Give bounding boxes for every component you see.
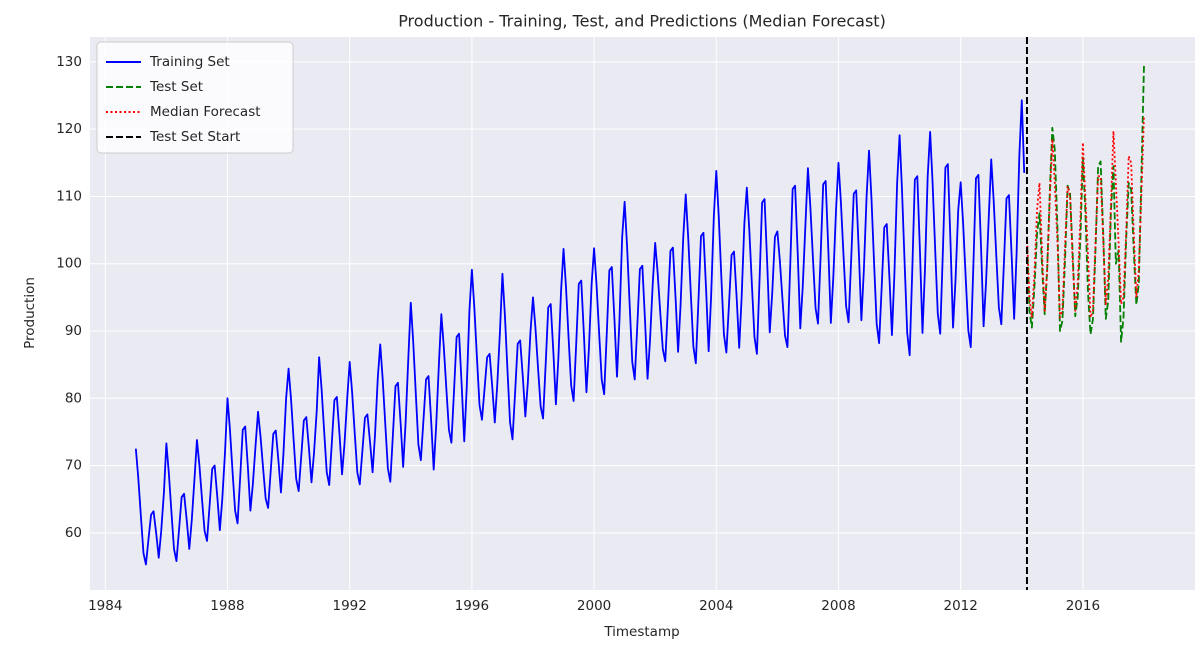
y-tick-label: 100: [56, 256, 82, 272]
legend: Training Set Test Set Median Forecast Test …: [96, 41, 294, 154]
legend-label: Test Set Start: [149, 129, 240, 145]
y-tick-label: 110: [56, 188, 82, 204]
legend-label: Training Set: [149, 54, 230, 70]
y-tick-label: 130: [56, 54, 82, 70]
x-tick-label: 2004: [699, 598, 733, 614]
y-tick-label: 60: [65, 525, 82, 541]
plot-lines: [134, 37, 1145, 590]
series-line: [134, 99, 1026, 566]
y-tick-label: 80: [65, 390, 82, 406]
x-axis-label: Timestamp: [603, 624, 679, 640]
x-tick-label: 2016: [1066, 598, 1100, 614]
x-tick-label: 1988: [210, 598, 244, 614]
legend-label: Test Set: [149, 79, 203, 95]
x-tick-label: 2000: [577, 598, 611, 614]
y-tick-label: 120: [56, 121, 82, 137]
x-tick-label: 2012: [944, 598, 978, 614]
series-line: [1026, 115, 1145, 319]
x-tick-label: 1992: [332, 598, 366, 614]
y-axis-label: Production: [22, 277, 38, 349]
y-tick-label: 70: [65, 458, 82, 474]
chart-title: Production - Training, Test, and Predict…: [398, 12, 886, 31]
y-tick-label: 90: [65, 323, 82, 339]
legend-box: [96, 41, 294, 154]
x-tick-label: 1996: [455, 598, 489, 614]
legend-label: Median Forecast: [150, 104, 261, 120]
x-tick-label: 2008: [821, 598, 855, 614]
x-tick-label: 1984: [88, 598, 122, 614]
